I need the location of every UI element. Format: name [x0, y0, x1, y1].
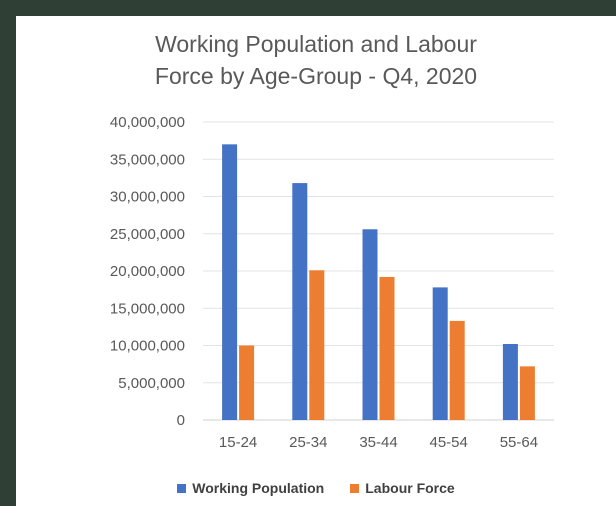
- legend-label-working-population: Working Population: [192, 480, 325, 496]
- y-tick-label: 30,000,000: [110, 189, 185, 206]
- y-tick-label: 5,000,000: [118, 375, 185, 392]
- chart-title: Working Population and Labour Force by A…: [16, 28, 616, 92]
- bar-labour-force-55-64: [519, 366, 535, 420]
- y-tick-label: 25,000,000: [110, 226, 185, 243]
- y-tick-label: 40,000,000: [110, 114, 185, 131]
- x-tick-label: 55-64: [500, 434, 538, 451]
- x-tick-label: 15-24: [219, 434, 257, 451]
- bar-working-population-25-34: [292, 183, 308, 420]
- bar-labour-force-15-24: [239, 345, 255, 420]
- bar-labour-force-25-34: [309, 270, 325, 420]
- legend-item-labour-force: Labour Force: [350, 480, 455, 496]
- legend-label-labour-force: Labour Force: [365, 480, 455, 496]
- x-tick-label: 25-34: [289, 434, 327, 451]
- y-tick-label: 35,000,000: [110, 151, 185, 168]
- legend: Working Population Labour Force: [16, 480, 616, 496]
- x-tick-label: 35-44: [359, 434, 397, 451]
- chart-title-line-2: Force by Age-Group - Q4, 2020: [154, 63, 478, 89]
- bar-working-population-55-64: [502, 344, 518, 420]
- bar-working-population-15-24: [222, 144, 238, 420]
- chart-title-line-1: Working Population and Labour: [155, 31, 477, 57]
- chart-frame: Working Population and Labour Force by A…: [16, 16, 616, 506]
- gridlines: [203, 121, 554, 421]
- legend-swatch-working-population: [177, 483, 187, 493]
- bars: [222, 144, 535, 420]
- legend-item-working-population: Working Population: [177, 480, 324, 496]
- bar-labour-force-45-54: [449, 320, 465, 420]
- chart-plot: 0 5,000,000 10,000,000 15,000,000 20,000,000…: [110, 114, 554, 451]
- y-tick-label: 0: [177, 412, 185, 429]
- bar-working-population-35-44: [362, 229, 378, 420]
- legend-swatch-labour-force: [350, 483, 360, 493]
- x-tick-label: 45-54: [430, 434, 468, 451]
- y-tick-label: 15,000,000: [110, 300, 185, 317]
- bar-labour-force-35-44: [379, 276, 395, 420]
- bar-working-population-45-54: [432, 287, 448, 420]
- y-tick-label: 10,000,000: [110, 338, 185, 355]
- y-axis: 0 5,000,000 10,000,000 15,000,000 20,000,000…: [110, 114, 185, 429]
- x-axis: 15-24 25-34 35-44 45-54 55-64: [219, 434, 538, 451]
- y-tick-label: 20,000,000: [110, 263, 185, 280]
